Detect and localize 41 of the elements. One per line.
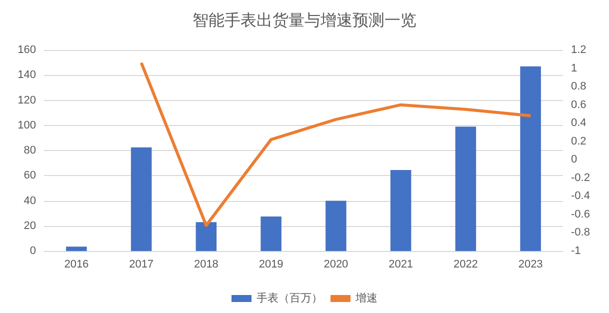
legend-label: 手表（百万） <box>256 292 322 304</box>
y-tick-label: 40 <box>24 194 36 207</box>
y2-tick-label: -0.6 <box>571 208 590 220</box>
y-tick-label: 0 <box>30 245 36 257</box>
bar <box>66 246 87 251</box>
y-tick-label: 20 <box>24 220 36 232</box>
y2-tick-label: 1.2 <box>571 44 586 56</box>
legend-label: 增速 <box>354 292 378 304</box>
bar <box>326 200 346 251</box>
bar <box>130 147 152 251</box>
y2-tick-label: 0.8 <box>571 80 586 93</box>
y-tick-label: 100 <box>18 119 36 132</box>
y2-tick-label: 0.2 <box>571 135 586 148</box>
x-tick-label: 2021 <box>388 258 414 270</box>
y2-tick-label: 0 <box>571 154 578 166</box>
x-tick-label: 2018 <box>194 258 218 270</box>
y2-tick-label: 0.6 <box>571 98 586 111</box>
y-tick-label: 80 <box>24 144 36 156</box>
bar <box>390 170 412 251</box>
bar <box>455 126 476 251</box>
y-tick-label: 140 <box>18 69 36 82</box>
x-tick-label: 2017 <box>129 258 154 270</box>
chart-title: 智能手表出货量与增速预测一览 <box>192 12 416 30</box>
x-tick-label: 2016 <box>64 258 89 270</box>
x-tick-label: 2019 <box>258 258 284 270</box>
line-series <box>140 61 532 227</box>
y2-tick-label: 1 <box>571 62 578 74</box>
y2-tick-label: -0.4 <box>571 190 590 202</box>
bar <box>196 222 217 251</box>
y-tick-label: 120 <box>18 94 36 106</box>
bar <box>260 216 282 251</box>
y2-tick-label: 0.4 <box>571 117 586 130</box>
x-tick-label: 2022 <box>453 258 478 270</box>
bar <box>520 66 541 251</box>
y2-tick-label: -0.2 <box>571 172 590 184</box>
y2-tick-label: -0.8 <box>571 226 590 239</box>
y-tick-label: 160 <box>18 44 36 56</box>
x-tick-label: 2023 <box>518 258 543 270</box>
y2-tick-label: -1 <box>571 245 581 257</box>
x-tick-label: 2020 <box>324 258 348 270</box>
y-tick-label: 60 <box>24 170 36 182</box>
